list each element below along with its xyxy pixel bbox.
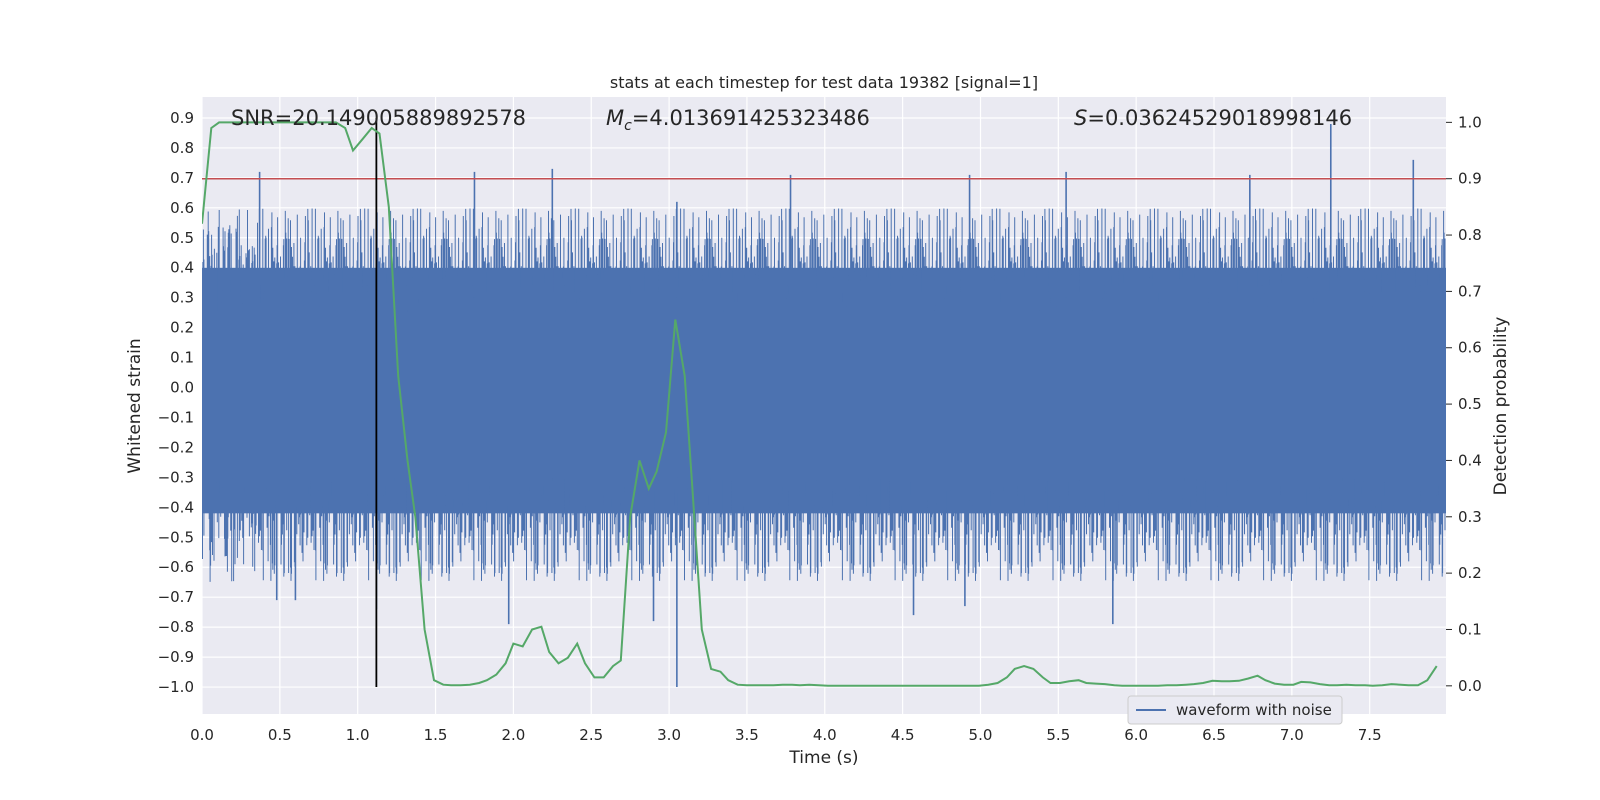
y-tick-label-right: 0.2 <box>1458 564 1482 582</box>
y-tick-label-left: 0.2 <box>170 319 194 337</box>
y-tick-label-left: 0.4 <box>170 259 194 277</box>
x-tick-label: 2.0 <box>501 726 525 744</box>
y-tick-label-right: 1.0 <box>1458 113 1482 131</box>
waveform-trace <box>202 208 1446 582</box>
chirp-mass-symbol: M <box>606 106 624 130</box>
legend-box <box>1127 695 1343 725</box>
x-tick-label: 3.5 <box>735 726 759 744</box>
y-tick-label-left: −0.8 <box>158 618 194 636</box>
y-tick-label-left: −0.9 <box>158 648 194 666</box>
y-axis-label-left: Whitened strain <box>125 338 145 473</box>
y-axis-label-right: Detection probability <box>1491 317 1511 496</box>
y-tick-label-left: −1.0 <box>158 678 194 696</box>
chirp-mass-subscript: c <box>624 118 632 134</box>
x-tick-label: 0.0 <box>190 726 214 744</box>
detection-probability-line <box>202 121 1438 687</box>
y-tick-label-right: 0.7 <box>1458 282 1482 300</box>
spin-value: =0.03624529018998146 <box>1087 106 1352 130</box>
y-tick-label-right: 0.5 <box>1458 395 1482 413</box>
y-tick-label-right: 0.3 <box>1458 508 1482 526</box>
x-tick-label: 4.5 <box>891 726 915 744</box>
spin-annotation: S=0.03624529018998146 <box>1074 106 1352 130</box>
y-tick-label-left: 0.5 <box>170 229 194 247</box>
y-tick-label-left: −0.7 <box>158 588 194 606</box>
x-tick-label: 2.5 <box>579 726 603 744</box>
y-tick-label-right: 0.9 <box>1458 170 1482 188</box>
y-tick-label-left: 0.0 <box>170 379 194 397</box>
x-tick-label: 5.0 <box>969 726 993 744</box>
y-tick-label-right: 0.8 <box>1458 226 1482 244</box>
chirp-mass-annotation: Mc=4.013691425323486 <box>606 106 870 134</box>
chirp-mass-value: =4.013691425323486 <box>632 106 870 130</box>
spin-symbol: S <box>1074 106 1087 130</box>
snr-annotation: SNR=20.149005889892578 <box>231 106 526 130</box>
y-tick-label-right: 0.0 <box>1458 677 1482 695</box>
x-tick-label: 0.5 <box>268 726 292 744</box>
x-tick-label: 1.0 <box>346 726 370 744</box>
y-tick-label-left: 0.3 <box>170 289 194 307</box>
y-tick-label-left: −0.5 <box>158 528 194 546</box>
y-tick-label-left: 0.6 <box>170 199 194 217</box>
y-tick-label-left: −0.6 <box>158 558 194 576</box>
x-tick-label: 3.0 <box>657 726 681 744</box>
x-tick-label: 1.5 <box>424 726 448 744</box>
legend: waveform with noise <box>1127 695 1343 725</box>
y-tick-label-left: −0.1 <box>158 408 194 426</box>
y-tick-label-left: −0.2 <box>158 438 194 456</box>
y-tick-label-left: −0.4 <box>158 498 194 516</box>
x-tick-label: 6.0 <box>1124 726 1148 744</box>
y-tick-label-right: 0.4 <box>1458 451 1482 469</box>
y-tick-label-left: −0.3 <box>158 468 194 486</box>
x-tick-label: 4.0 <box>813 726 837 744</box>
y-tick-label-right: 0.1 <box>1458 620 1482 638</box>
x-tick-label: 5.5 <box>1046 726 1070 744</box>
y-tick-label-left: 0.1 <box>170 349 194 367</box>
y-tick-label-left: 0.8 <box>170 139 194 157</box>
y-tick-label-right: 0.6 <box>1458 339 1482 357</box>
x-tick-label: 7.5 <box>1358 726 1382 744</box>
axis-ticks: 0.0 0.5 1.0 1.5 2.0 2.5 3.0 3.5 4.0 4.5 5.0 5.5 6.0 6… <box>158 109 1482 744</box>
legend-label: waveform with noise <box>1176 701 1332 719</box>
x-tick-label: 7.0 <box>1280 726 1304 744</box>
x-axis-label: Time (s) <box>788 748 858 768</box>
y-tick-label-left: 0.9 <box>170 109 194 127</box>
overlay-lines <box>202 117 1446 688</box>
y-tick-label-left: 0.7 <box>170 169 194 187</box>
x-tick-label: 6.5 <box>1202 726 1226 744</box>
chart-title: stats at each timestep for test data 193… <box>610 73 1038 92</box>
